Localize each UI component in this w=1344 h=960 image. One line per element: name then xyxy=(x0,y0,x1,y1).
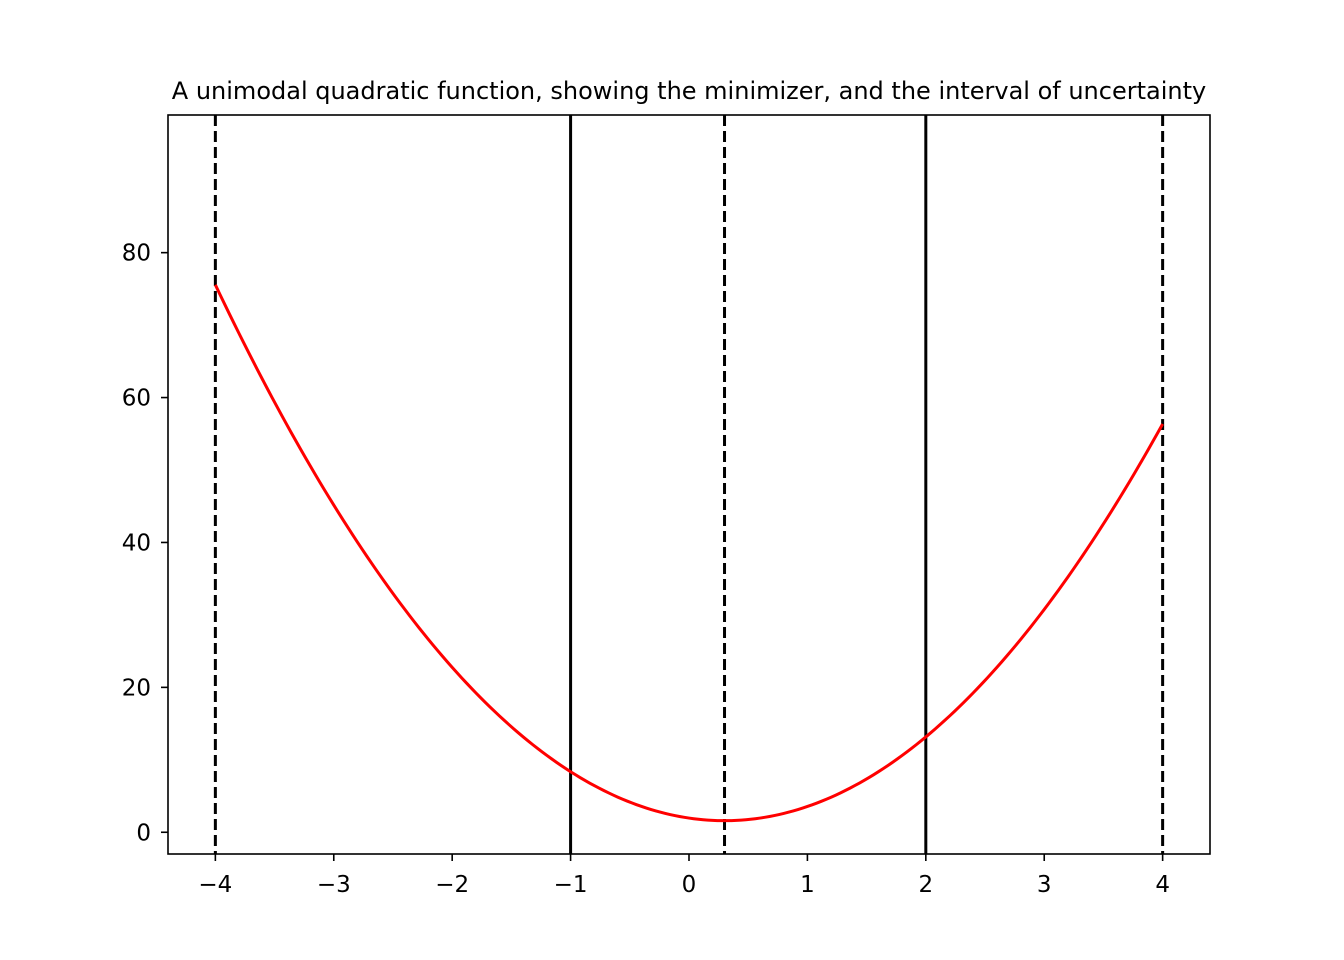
x-tick-label: 4 xyxy=(1155,872,1170,898)
x-tick-label: −3 xyxy=(317,872,351,898)
x-tick-label: 3 xyxy=(1037,872,1052,898)
y-tick-label: 20 xyxy=(122,675,151,701)
plot-frame xyxy=(167,114,1211,855)
x-tick-label: −1 xyxy=(554,872,588,898)
y-axis: 0 20 40 60 80 xyxy=(122,241,168,846)
x-tick-label: 1 xyxy=(800,872,815,898)
x-tick-label: 2 xyxy=(918,872,933,898)
y-tick-label: 0 xyxy=(136,820,151,846)
y-tick-label: 80 xyxy=(122,241,151,267)
x-tick-label: 0 xyxy=(682,872,697,898)
x-tick-label: −2 xyxy=(435,872,469,898)
y-tick-label: 60 xyxy=(122,386,151,412)
series-line-0 xyxy=(214,284,1164,823)
x-tick-label: −4 xyxy=(198,872,232,898)
plot-area xyxy=(213,115,1165,854)
x-axis: −4 −3 −2 −1 0 1 2 3 4 xyxy=(198,854,1170,898)
y-tick-label: 40 xyxy=(122,530,151,556)
chart-title: A unimodal quadratic function, showing t… xyxy=(172,77,1206,105)
